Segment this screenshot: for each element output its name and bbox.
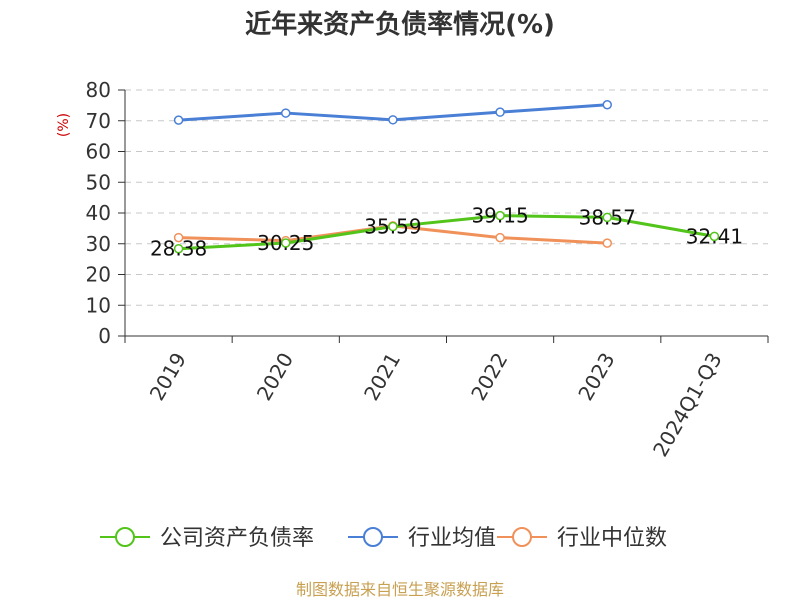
legend-label: 行业中位数 — [557, 526, 667, 551]
source-note: 制图数据来自恒生聚源数据库 — [296, 580, 504, 599]
legend-swatch-marker — [512, 527, 532, 547]
data-point — [388, 115, 398, 125]
data-point — [173, 232, 184, 243]
x-tick-label: 2020 — [252, 349, 298, 405]
x-tick-label: 2021 — [359, 349, 405, 405]
data-point — [495, 232, 505, 243]
y-tick-label: 20 — [86, 263, 111, 287]
data-label: 39.15 — [471, 204, 528, 228]
y-tick-label: 40 — [86, 201, 111, 225]
data-point — [388, 221, 398, 232]
legend-item: 公司资产负债率 — [100, 526, 314, 551]
y-tick-label: 70 — [86, 109, 111, 133]
y-tick-label: 0 — [98, 324, 111, 348]
legend-item: 行业中位数 — [497, 526, 667, 551]
y-tick-label: 10 — [86, 293, 111, 317]
data-point — [281, 238, 291, 248]
legend: 公司资产负债率 行业均值 行业中位数 — [100, 526, 667, 551]
y-tick-label: 80 — [86, 78, 111, 102]
legend-item: 行业均值 — [348, 526, 496, 551]
x-tick-label: 2019 — [145, 349, 191, 405]
y-tick-label: 50 — [86, 170, 111, 194]
chart-title: 近年来资产负债率情况(%) — [245, 9, 555, 40]
x-tick-label: 2024Q1-Q3 — [648, 349, 727, 461]
legend-label: 公司资产负债率 — [160, 526, 314, 551]
data-label: 32.41 — [686, 224, 743, 248]
data-point — [495, 210, 505, 221]
data-point — [602, 100, 612, 110]
series-1 — [173, 100, 612, 125]
data-point — [173, 115, 184, 125]
series-0 — [173, 210, 720, 254]
data-labels: 28.38 30.25 35.59 39.15 38.57 32.41 — [150, 204, 743, 261]
y-tick-label: 30 — [86, 232, 111, 256]
series — [173, 100, 720, 254]
data-point — [709, 231, 720, 242]
x-tick-label: 2022 — [466, 349, 512, 405]
data-label: 38.57 — [579, 205, 636, 229]
y-axis-unit: (%) — [56, 113, 72, 137]
data-point — [495, 107, 505, 117]
data-point — [602, 212, 612, 223]
y-tick-label: 60 — [86, 140, 111, 164]
legend-swatch-marker — [115, 527, 135, 547]
data-point — [173, 243, 184, 254]
series-line — [178, 214, 715, 251]
data-label: 28.38 — [150, 237, 207, 261]
legend-label: 行业均值 — [408, 526, 496, 551]
legend-swatch-marker — [363, 527, 383, 547]
gridlines — [125, 89, 768, 306]
x-tick-label: 2023 — [573, 349, 619, 405]
data-label: 35.59 — [364, 215, 421, 239]
data-point — [602, 238, 612, 248]
data-label: 30.25 — [257, 231, 314, 255]
data-point — [281, 108, 291, 118]
axes: 0 10 20 30 40 50 60 70 80 2019 2020 2021 2022 2023 202… — [86, 78, 769, 461]
